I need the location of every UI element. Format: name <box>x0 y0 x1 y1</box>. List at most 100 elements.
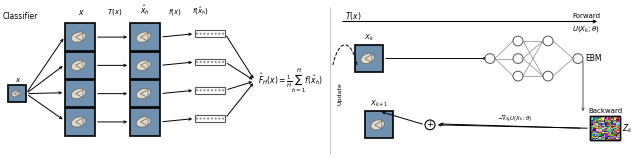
Bar <box>618 120 620 121</box>
Bar <box>602 129 604 131</box>
Bar <box>618 116 620 117</box>
Bar <box>614 120 616 121</box>
Ellipse shape <box>136 32 151 42</box>
Bar <box>607 128 608 129</box>
Circle shape <box>218 33 220 35</box>
Bar <box>616 133 617 134</box>
Circle shape <box>207 118 209 120</box>
Bar <box>595 131 596 132</box>
Bar <box>596 137 598 138</box>
Bar <box>604 126 605 127</box>
Bar <box>608 139 609 140</box>
Bar <box>591 122 593 123</box>
Bar <box>591 121 593 122</box>
Bar <box>593 127 595 128</box>
Polygon shape <box>76 33 83 41</box>
Bar <box>612 133 614 134</box>
Bar <box>612 125 614 126</box>
Bar <box>600 116 602 117</box>
Bar <box>605 131 607 132</box>
Bar <box>604 116 605 117</box>
Bar <box>595 137 596 138</box>
Bar <box>604 137 605 138</box>
Bar <box>611 131 612 132</box>
FancyBboxPatch shape <box>195 59 225 65</box>
Bar <box>616 139 617 140</box>
Bar <box>616 123 617 125</box>
Bar <box>596 127 598 128</box>
Bar <box>605 116 607 117</box>
Bar <box>618 133 620 134</box>
Bar <box>600 131 602 132</box>
Bar <box>611 137 612 138</box>
Bar <box>599 126 600 127</box>
Circle shape <box>204 61 205 63</box>
Bar <box>602 126 604 127</box>
Bar <box>600 125 602 126</box>
Bar <box>591 133 593 134</box>
Bar <box>607 126 608 127</box>
Bar <box>598 123 599 125</box>
Bar <box>590 128 591 129</box>
Bar <box>604 134 605 136</box>
Bar <box>608 122 609 123</box>
Text: $T(x)$: $T(x)$ <box>345 10 362 22</box>
Bar <box>599 137 600 138</box>
Bar <box>614 117 616 118</box>
Bar <box>607 138 608 139</box>
Bar <box>609 125 611 126</box>
Bar <box>591 118 593 120</box>
Bar <box>618 139 620 140</box>
Bar <box>604 117 605 118</box>
Bar <box>65 80 95 107</box>
Bar <box>602 117 604 118</box>
Bar <box>598 132 599 133</box>
Bar <box>618 132 620 133</box>
Bar <box>604 131 605 132</box>
Bar <box>611 117 612 118</box>
Bar <box>609 132 611 133</box>
Circle shape <box>200 89 202 91</box>
Bar <box>590 125 591 126</box>
Bar <box>614 137 616 138</box>
Bar <box>612 121 614 122</box>
Bar <box>604 127 605 128</box>
Bar <box>607 122 608 123</box>
Bar <box>593 133 595 134</box>
Bar <box>596 139 598 140</box>
Text: $\hat{x}_h$: $\hat{x}_h$ <box>140 3 150 17</box>
Bar <box>614 139 616 140</box>
Text: $f(\hat{x}_h)$: $f(\hat{x}_h)$ <box>191 5 209 17</box>
Bar <box>609 117 611 118</box>
Bar <box>611 116 612 117</box>
Bar <box>600 120 602 121</box>
Bar <box>612 132 614 133</box>
Bar <box>611 123 612 125</box>
Bar <box>618 127 620 128</box>
Bar <box>607 118 608 120</box>
Circle shape <box>218 89 220 91</box>
Bar <box>602 139 604 140</box>
Bar <box>593 118 595 120</box>
Bar <box>598 138 599 139</box>
Bar <box>617 139 618 140</box>
Bar <box>598 121 599 122</box>
Bar <box>617 128 618 129</box>
Bar <box>612 120 614 121</box>
Bar <box>617 133 618 134</box>
Circle shape <box>196 61 198 63</box>
Bar <box>608 138 609 139</box>
Circle shape <box>211 118 213 120</box>
Bar <box>590 127 591 128</box>
Bar <box>618 118 620 120</box>
Bar <box>590 137 591 138</box>
Bar <box>599 116 600 117</box>
Bar <box>614 134 616 136</box>
Bar <box>614 133 616 134</box>
Bar <box>591 125 593 126</box>
Bar <box>614 136 616 137</box>
Bar <box>607 127 608 128</box>
Bar <box>604 132 605 133</box>
Bar <box>596 121 598 122</box>
FancyBboxPatch shape <box>195 30 225 37</box>
